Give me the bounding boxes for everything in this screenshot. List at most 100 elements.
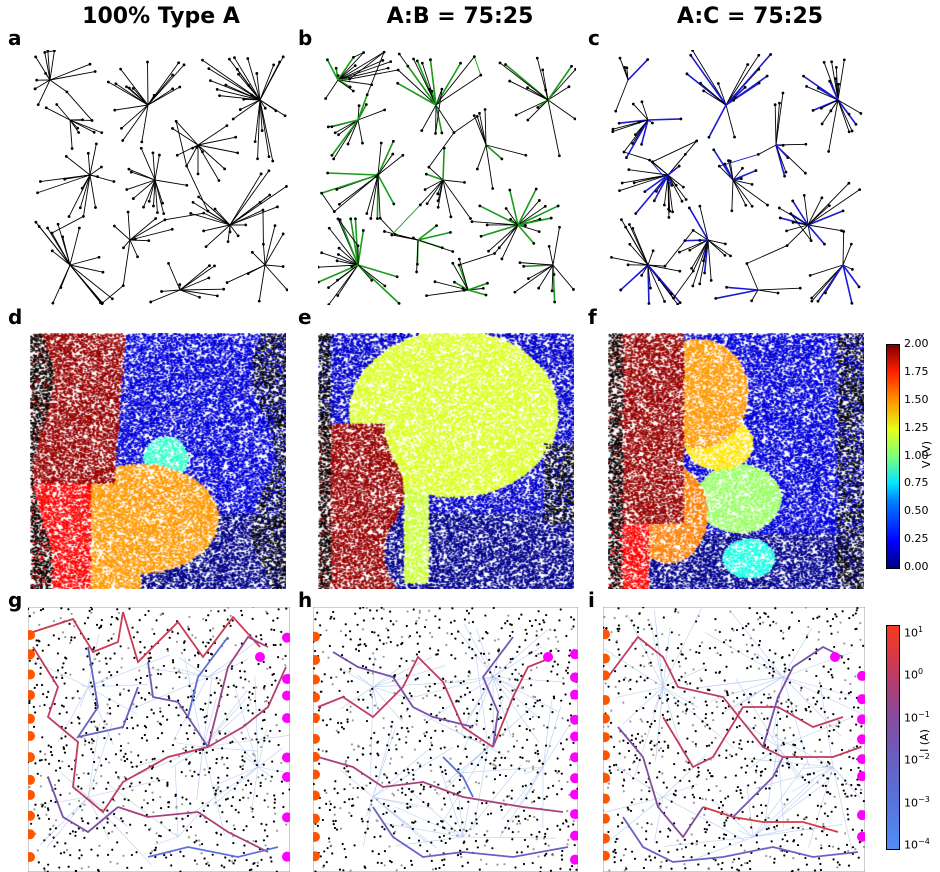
network-edge	[551, 264, 554, 291]
network-edge	[197, 144, 225, 170]
source-electrode	[313, 631, 320, 642]
network-node	[625, 66, 629, 70]
network-node	[337, 253, 340, 256]
network-edge	[806, 86, 839, 101]
network-node	[475, 115, 479, 118]
network-node	[82, 215, 85, 218]
panel-label-g: g	[8, 588, 23, 612]
network-node	[553, 300, 557, 304]
drain-electrode	[857, 771, 865, 782]
network-edge	[667, 174, 674, 212]
network-node	[781, 91, 785, 95]
network-node	[202, 229, 206, 233]
network-node	[320, 251, 324, 255]
network-node	[226, 240, 230, 244]
network-edge	[154, 155, 160, 181]
network-node	[121, 139, 125, 142]
network-node	[151, 151, 155, 155]
source-electrode	[313, 692, 320, 703]
current-colorbar-tick: 10−1	[904, 709, 930, 725]
network-edge	[842, 264, 853, 304]
network-node	[805, 85, 808, 88]
network-node	[92, 130, 96, 134]
network-node	[679, 117, 683, 121]
network-node	[500, 157, 504, 161]
network-node	[547, 244, 551, 248]
network-edge	[377, 174, 381, 219]
network-edge	[179, 265, 210, 291]
network-edge	[366, 174, 379, 214]
network-edge	[115, 83, 149, 106]
network-edge	[262, 244, 266, 266]
network-node	[556, 204, 560, 208]
network-edge	[473, 56, 482, 76]
network-node	[804, 142, 808, 146]
network-node	[640, 100, 644, 104]
network-edge	[66, 91, 93, 121]
network-node	[611, 127, 615, 131]
drain-electrode	[570, 714, 578, 725]
network-node	[120, 126, 123, 130]
network-edge	[121, 104, 149, 129]
network-node	[637, 120, 641, 124]
network-edge	[259, 99, 274, 162]
network-node	[549, 216, 553, 220]
network-node	[614, 109, 618, 113]
network-node	[281, 232, 285, 236]
source-electrode	[313, 769, 320, 780]
current-path	[702, 806, 839, 833]
network-node	[648, 158, 651, 162]
network-node	[486, 281, 489, 285]
network-edge	[357, 264, 400, 304]
network-edge	[641, 101, 649, 121]
network-node	[425, 202, 429, 206]
voltage-colorbar-tick: 1.50	[904, 392, 929, 406]
network-node	[94, 206, 97, 209]
network-edge	[152, 152, 156, 181]
network-edge	[264, 233, 284, 266]
network-edge	[252, 251, 266, 266]
network-node	[257, 299, 261, 303]
network-node	[677, 164, 681, 168]
network-node	[728, 159, 732, 163]
drain-electrode	[570, 689, 578, 700]
network-edge	[435, 74, 482, 106]
drain-electrode	[282, 812, 290, 823]
network-node	[93, 70, 97, 73]
network-edge	[807, 182, 850, 226]
network-node	[463, 181, 466, 184]
network-edge	[467, 282, 488, 291]
network-node	[178, 283, 182, 286]
network-node	[77, 131, 81, 134]
network-node	[733, 135, 736, 139]
network-node	[684, 198, 688, 201]
network-edge	[321, 174, 379, 194]
network-node	[198, 295, 201, 299]
network-node	[854, 122, 858, 126]
network-edge	[484, 109, 487, 146]
voltage-map-d	[30, 333, 286, 589]
network-node	[250, 93, 254, 97]
voltage-colorbar-tick: 2.00	[904, 337, 929, 350]
network-node	[171, 73, 174, 77]
source-electrode	[28, 713, 35, 724]
network-node	[457, 257, 461, 261]
network-node	[55, 103, 59, 106]
network-node	[440, 246, 444, 250]
network-edge	[688, 207, 709, 241]
network-edge	[442, 179, 471, 219]
network-edge	[35, 221, 71, 266]
network-node	[620, 218, 623, 222]
network-node	[174, 119, 178, 123]
network-node	[442, 146, 446, 150]
network-node	[81, 118, 84, 122]
network-node	[470, 220, 474, 223]
network-edge	[337, 52, 364, 81]
network-edge	[732, 179, 753, 185]
network-node	[757, 53, 761, 57]
network-panel-b	[318, 50, 576, 305]
network-node	[106, 80, 110, 84]
network-node	[208, 264, 211, 268]
network-node	[750, 204, 754, 208]
network-node	[631, 142, 634, 145]
